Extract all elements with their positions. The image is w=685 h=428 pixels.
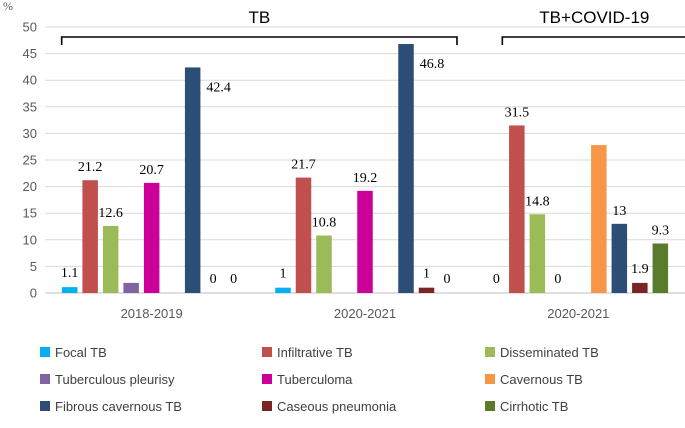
group-label: TB — [248, 8, 270, 27]
data-label: 31.5 — [505, 105, 530, 120]
bar-tuberculoma — [357, 190, 373, 293]
y-tick-label: 0 — [30, 286, 37, 301]
y-tick-label: 10 — [23, 232, 37, 247]
bar-cirrhotic-tb — [652, 243, 669, 293]
y-tick-label: 30 — [23, 126, 37, 141]
data-label: 1 — [280, 267, 287, 282]
bar-disseminated-tb — [102, 225, 119, 293]
data-label: 1.9 — [631, 262, 649, 277]
legend-label: Cavernous TB — [500, 372, 583, 387]
data-label: 0 — [210, 272, 217, 287]
data-label: 21.7 — [291, 158, 316, 173]
group-label: TB+COVID-19 — [539, 8, 649, 27]
legend-swatch — [485, 374, 495, 384]
legend-swatch — [40, 347, 50, 357]
y-axis: 0 5 10 15 20 25 30 35 40 45 50% — [3, 0, 37, 301]
bars — [61, 44, 669, 293]
bar-fibrous-cavernous-tb — [184, 67, 201, 293]
bar-disseminated-tb — [316, 235, 332, 293]
legend-label: Tuberculous pleurisy — [55, 372, 175, 387]
legend-label: Tuberculoma — [277, 372, 353, 387]
bar-caseous-pneumonia — [418, 287, 435, 293]
group-brackets: TB TB+COVID-19 — [60, 8, 685, 45]
bar-cavernous-tb — [591, 145, 607, 293]
y-tick-label: 50 — [23, 20, 37, 35]
legend-swatch — [40, 401, 50, 411]
y-tick-label: 40 — [23, 73, 37, 88]
bar-infiltrative-tb — [82, 180, 98, 293]
legend-swatch — [262, 401, 272, 411]
legend-label: Focal TB — [55, 345, 107, 360]
legend-swatch — [40, 374, 50, 384]
data-label: 1.1 — [61, 266, 79, 281]
legend-label: Cirrhotic TB — [500, 399, 568, 414]
group-bracket — [501, 36, 685, 45]
data-label: 10.8 — [312, 216, 337, 231]
data-label: 20.7 — [139, 163, 164, 178]
bar-tuberculoma — [143, 182, 160, 293]
legend: Focal TB Infiltrative TB Disseminated TB Tu… — [40, 345, 599, 414]
data-label: 46.8 — [420, 57, 445, 72]
data-label: 13 — [612, 204, 626, 219]
data-label: 0 — [230, 272, 237, 287]
bar-tuberculous-pleurisy — [123, 282, 139, 293]
data-label: 1 — [423, 267, 430, 282]
x-tick-label: 2018-2019 — [121, 306, 183, 321]
y-tick-label: 5 — [30, 259, 37, 274]
legend-label: Infiltrative TB — [277, 345, 353, 360]
x-axis: 2018-2019 2020-2021 2020-2021 — [121, 306, 610, 321]
legend-label: Disseminated TB — [500, 345, 599, 360]
data-label: 0 — [554, 272, 561, 287]
data-label: 9.3 — [652, 224, 670, 239]
group-bracket — [60, 36, 458, 45]
legend-label: Fibrous cavernous TB — [55, 399, 182, 414]
y-tick-label: 15 — [23, 206, 37, 221]
legend-swatch — [262, 374, 272, 384]
data-label: 42.4 — [206, 80, 231, 95]
bar-disseminated-tb — [529, 214, 546, 293]
y-tick-label: 35 — [23, 99, 37, 114]
data-labels: 1.1 1 021.2 21.731.512.610.814.8020.719.242… — [61, 57, 669, 287]
y-tick-label: 25 — [23, 153, 37, 168]
bar-fibrous-cavernous-tb — [398, 44, 414, 293]
data-label: 12.6 — [98, 206, 123, 221]
bar-focal-tb — [61, 287, 78, 293]
data-label: 14.8 — [525, 194, 550, 209]
bar-focal-tb — [275, 287, 291, 293]
data-label: 21.2 — [78, 160, 103, 175]
data-label: 19.2 — [353, 171, 378, 186]
data-label: 0 — [444, 272, 451, 287]
bar-infiltrative-tb — [509, 125, 525, 293]
legend-swatch — [485, 401, 495, 411]
bar-fibrous-cavernous-tb — [611, 223, 628, 293]
legend-label: Caseous pneumonia — [277, 399, 397, 414]
y-tick-label: 20 — [23, 179, 37, 194]
legend-swatch — [262, 347, 272, 357]
legend-swatch — [485, 347, 495, 357]
data-label: 0 — [493, 272, 500, 287]
x-tick-label: 2020-2021 — [334, 306, 396, 321]
y-axis-label: % — [3, 0, 13, 13]
x-tick-label: 2020-2021 — [547, 306, 609, 321]
bar-infiltrative-tb — [295, 177, 312, 293]
y-tick-label: 45 — [23, 46, 37, 61]
bar-caseous-pneumonia — [632, 282, 648, 293]
